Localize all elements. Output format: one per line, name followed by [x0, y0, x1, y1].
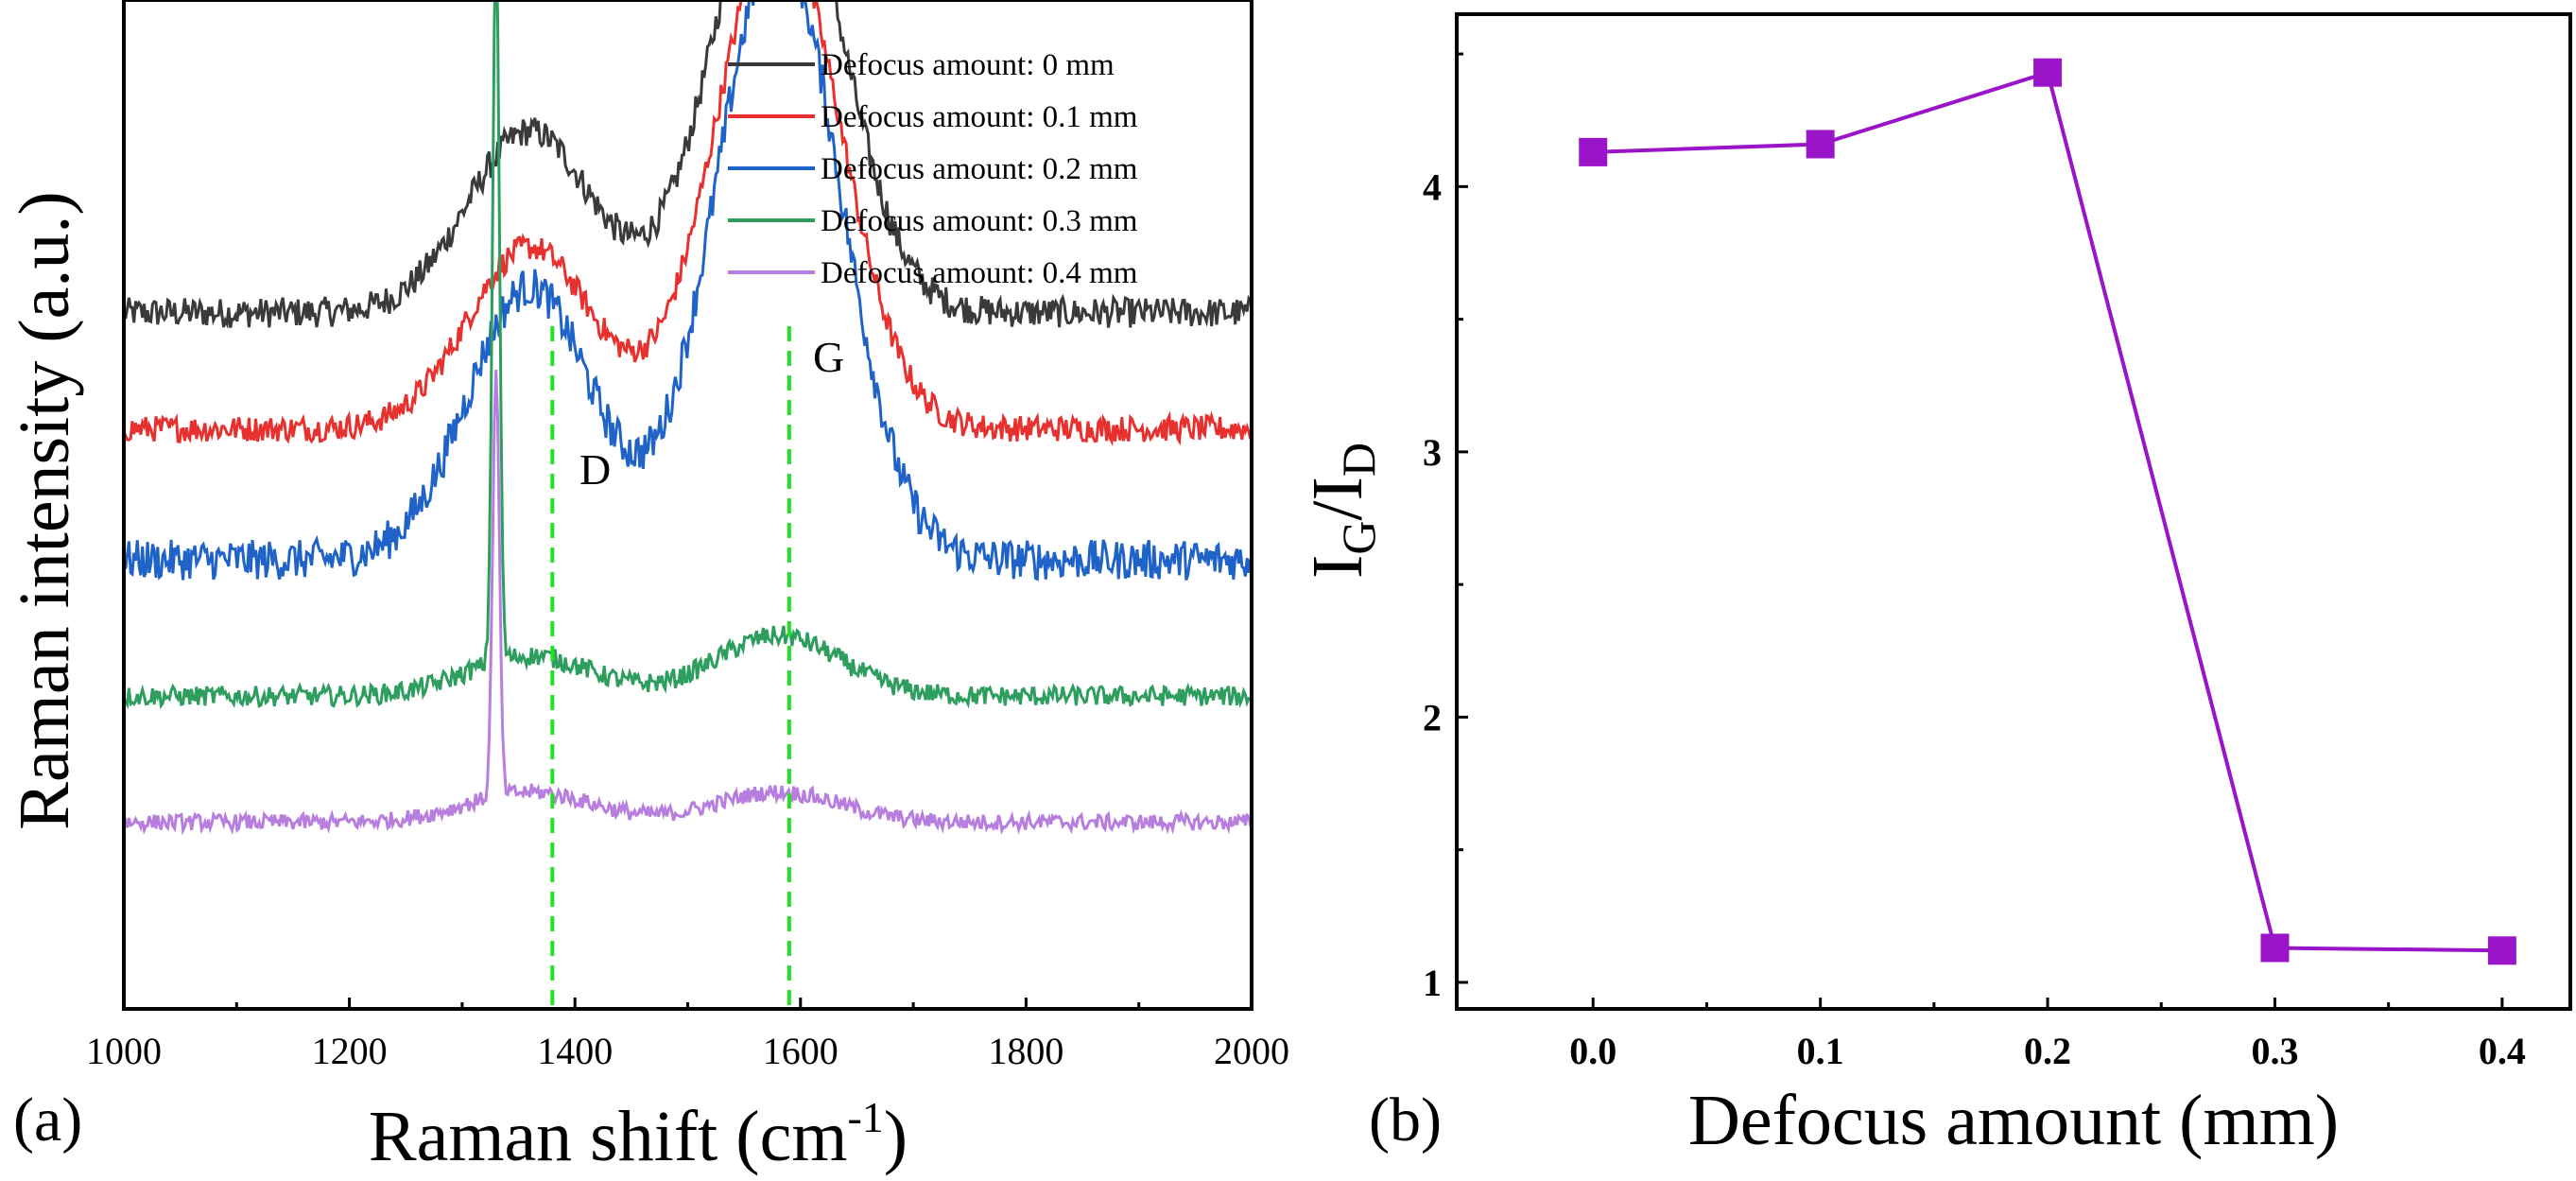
raman-series-line: [122, 0, 1253, 330]
y-axis-title-a: Raman intensity (a.u.): [5, 191, 84, 829]
y-tick-label-b: 1: [1423, 962, 1442, 1004]
x-axis-title-a: Raman shift (cm-1): [369, 1093, 908, 1176]
panel-a-raman-spectra: 1000 1200 1400 1600 1800 2000 D G Defocus amo…: [5, 0, 1289, 1176]
raman-series-line: [122, 370, 1253, 836]
legend-label: Defocus amount: 0 mm: [821, 48, 1115, 82]
ratio-point-marker: [2487, 936, 2516, 965]
ratio-point-marker: [2260, 933, 2290, 963]
ratio-line: [1593, 70, 2502, 953]
legend-label: Defocus amount: 0.2 mm: [821, 152, 1138, 186]
legend-label: Defocus amount: 0.1 mm: [821, 100, 1138, 134]
peak-label-d: D: [579, 445, 611, 494]
legend-label: Defocus amount: 0.4 mm: [821, 256, 1138, 290]
y-tick-label-b: 4: [1423, 165, 1442, 208]
x-tick-label-a: 1600: [763, 1030, 838, 1072]
ratio-point-marker: [1579, 137, 1608, 166]
x-axis-title-b: Defocus amount (mm): [1688, 1081, 2339, 1160]
legend: Defocus amount: 0 mm Defocus amount: 0.1 …: [728, 48, 1138, 290]
panel-b-frame: [1455, 12, 2572, 1011]
raman-series-group: [122, 0, 1253, 836]
x-tick-label-b: 0.0: [1569, 1030, 1616, 1072]
x-tick-label-a: 2000: [1214, 1030, 1289, 1072]
y-tick-label-b: 2: [1423, 696, 1442, 738]
y-tick-label-b: 3: [1423, 431, 1442, 474]
panel-label-a: (a): [13, 1085, 82, 1155]
reference-lines: [550, 326, 791, 1009]
x-tick-label-b: 0.2: [2024, 1030, 2071, 1072]
peak-label-g: G: [813, 333, 844, 381]
x-tick-label-b: 0.4: [2479, 1030, 2526, 1072]
y-axis-title-b: IG/ID: [1298, 443, 1385, 579]
ratio-series: [1579, 58, 2516, 965]
x-tick-label-b: 0.3: [2251, 1030, 2298, 1072]
panel-label-b: (b): [1369, 1085, 1442, 1155]
ratio-point-marker: [2033, 58, 2063, 87]
raman-series-line: [122, 0, 1253, 447]
x-tick-label-a: 1200: [312, 1030, 388, 1072]
x-tick-label-a: 1000: [86, 1030, 162, 1072]
panel-a-x-ticks: 1000 1200 1400 1600 1800 2000: [86, 998, 1289, 1072]
panel-b-ticks: 0.0 0.1 0.2 0.3 0.4 1 2 3 4: [1423, 52, 2526, 1072]
raman-series-line: [122, 0, 1253, 582]
x-tick-label-a: 1800: [988, 1030, 1063, 1072]
ratio-point-marker: [1806, 130, 1835, 159]
legend-label: Defocus amount: 0.3 mm: [821, 204, 1138, 238]
raman-series-line: [123, 0, 1252, 710]
x-tick-label-b: 0.1: [1797, 1030, 1844, 1072]
x-tick-label-a: 1400: [537, 1030, 613, 1072]
